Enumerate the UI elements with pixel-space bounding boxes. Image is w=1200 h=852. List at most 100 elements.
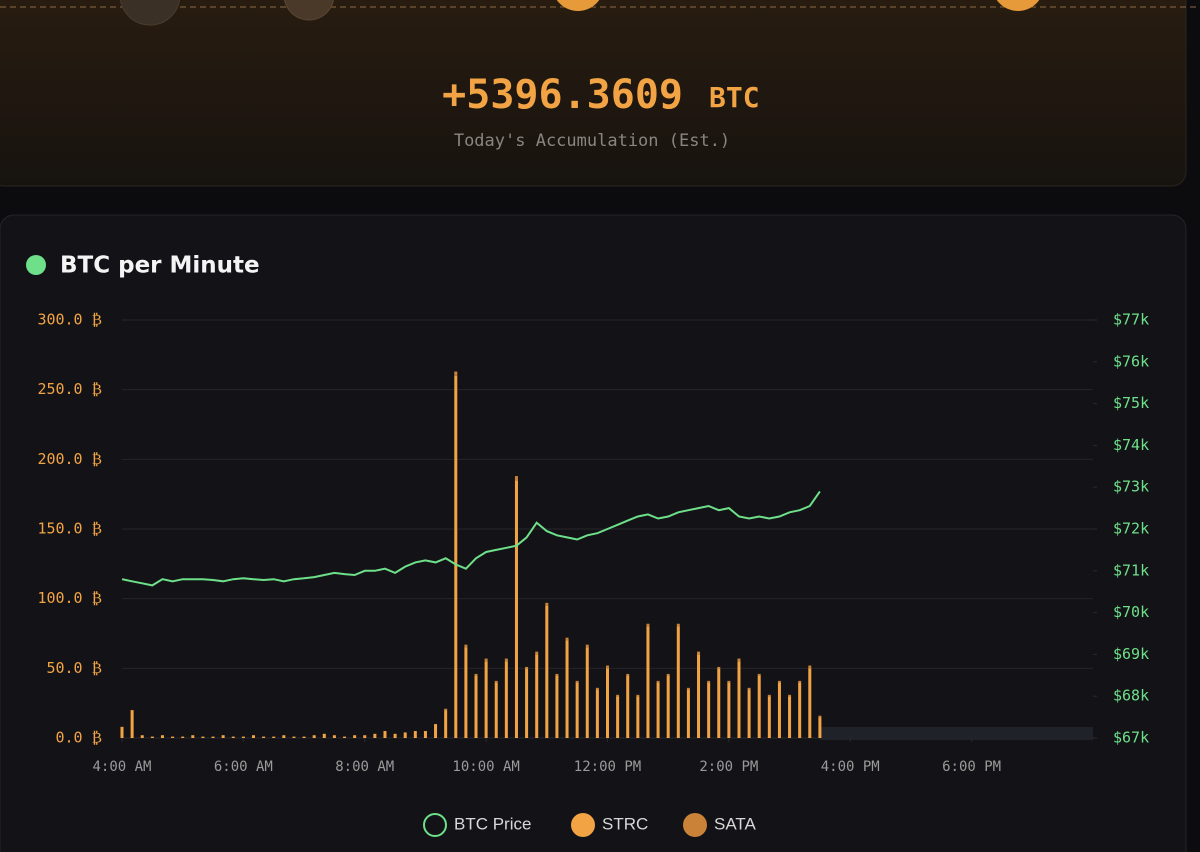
bar [595, 687, 599, 690]
y2-tick-label: $67k [1113, 729, 1149, 747]
token-icon [556, 0, 600, 11]
plot: 0.0 ₿ 50.0 ₿ 100.0 ₿ 150.0 ₿ 200.0 ₿ 250.0 ₿ 3… [37, 311, 1149, 837]
no-data-band [820, 727, 1093, 740]
bar [444, 708, 448, 711]
bar [747, 687, 751, 690]
bar [171, 736, 175, 738]
bar [636, 696, 640, 738]
bar [727, 680, 731, 683]
y2-tick-label: $77k [1113, 311, 1149, 329]
bar [606, 665, 609, 669]
bar [757, 673, 761, 676]
bar [454, 375, 458, 738]
bar [727, 682, 731, 738]
price-line [121, 490, 821, 587]
bar [474, 673, 478, 676]
bar [504, 661, 508, 738]
bar [747, 689, 751, 738]
bar [707, 682, 711, 738]
x-tick-label: 4:00 AM [92, 759, 151, 775]
title-dot [26, 255, 46, 275]
legend-label: SATA [714, 814, 757, 833]
bar [484, 658, 488, 662]
y-tick-label: 150.0 ₿ [37, 520, 102, 538]
bar [444, 710, 448, 738]
bar [788, 694, 792, 697]
bar [140, 735, 144, 738]
bar [353, 735, 357, 738]
bar [707, 680, 711, 683]
bar [373, 733, 377, 738]
bar [231, 736, 235, 738]
bar [656, 680, 660, 683]
y2-tick-label: $68k [1113, 687, 1149, 705]
bar [616, 694, 620, 697]
bar [191, 735, 195, 738]
bar [494, 682, 498, 738]
bar [575, 682, 579, 738]
bar [343, 736, 347, 738]
y-tick-label: 0.0 ₿ [56, 729, 103, 747]
bar [282, 735, 286, 738]
bar [494, 680, 498, 683]
bar [788, 696, 792, 738]
accumulation-value: +5396.3609 [442, 72, 683, 118]
bar [272, 736, 276, 738]
bar [403, 732, 407, 738]
bar [606, 668, 609, 738]
x-tick-label: 6:00 AM [214, 759, 273, 775]
bar [717, 666, 721, 669]
bar [413, 731, 417, 738]
bar [656, 682, 660, 738]
x-tick-label: 8:00 AM [335, 759, 394, 775]
y2-tick-label: $69k [1113, 645, 1149, 663]
y-tick-label: 100.0 ₿ [37, 589, 102, 607]
bar [383, 731, 387, 738]
bar [535, 654, 539, 738]
bar [585, 644, 589, 648]
bar [241, 736, 245, 738]
bar [454, 371, 458, 376]
bar [150, 736, 154, 738]
accumulation-unit: BTC [709, 81, 760, 114]
bar [555, 675, 559, 738]
token-icon [284, 0, 334, 21]
bar [504, 658, 508, 662]
bar [221, 735, 225, 738]
bar [595, 689, 599, 738]
y-tick-label: 300.0 ₿ [37, 311, 102, 329]
bar [818, 715, 822, 718]
bar [525, 668, 529, 738]
bar [312, 735, 316, 738]
accumulation-label: Today's Accumulation (Est.) [454, 131, 730, 151]
bar [686, 689, 690, 738]
bar [666, 675, 670, 738]
bar [777, 680, 781, 683]
bar [332, 735, 336, 738]
bar [535, 651, 539, 655]
accumulation-card [0, 0, 1187, 187]
x-tick-label: 4:00 PM [821, 759, 880, 775]
bar [646, 626, 650, 738]
bar [636, 694, 640, 697]
bar [474, 675, 478, 738]
bar [808, 665, 812, 669]
bar [737, 658, 741, 662]
bar [626, 673, 630, 676]
x-tick-label: 12:00 PM [574, 759, 641, 775]
bar [434, 724, 438, 738]
y2-tick-label: $70k [1113, 603, 1149, 621]
bar [393, 733, 397, 738]
bar [767, 696, 771, 738]
bar [120, 726, 124, 738]
bar [130, 710, 134, 738]
bar [181, 736, 185, 738]
legend-swatch [683, 813, 707, 837]
bar [262, 736, 266, 738]
y2-tick-label: $75k [1113, 394, 1149, 412]
legend-label: STRC [602, 814, 648, 833]
token-icon [119, 0, 181, 26]
bar [798, 680, 802, 683]
bar [464, 647, 468, 738]
